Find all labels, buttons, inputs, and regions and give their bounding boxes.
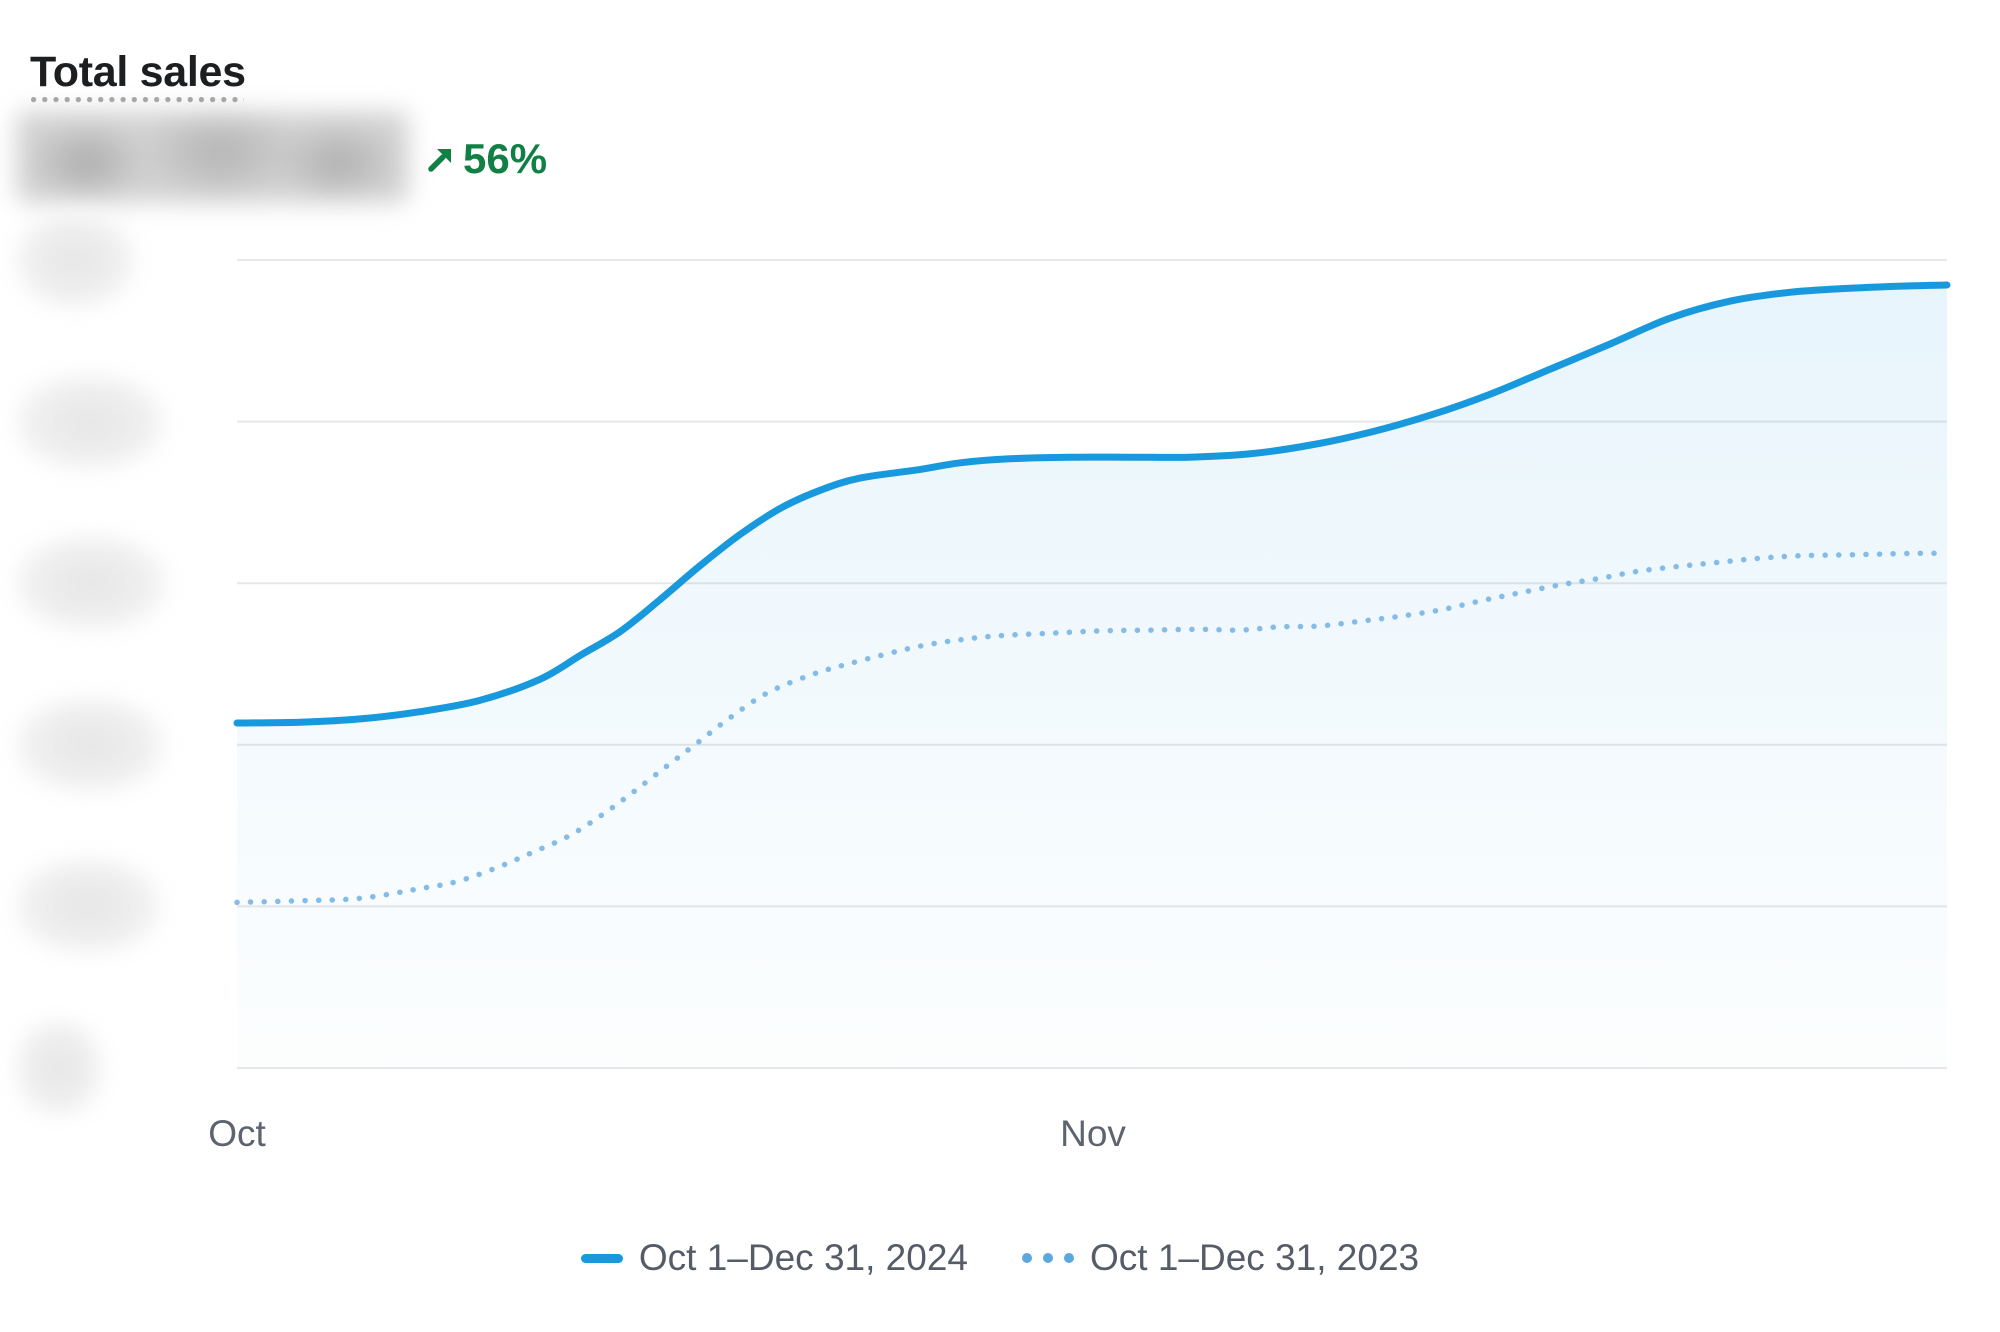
y-axis-label-redacted bbox=[15, 535, 167, 632]
y-axis-label-redacted bbox=[15, 696, 165, 793]
y-axis-label-redacted bbox=[15, 212, 135, 308]
line-2024-solid bbox=[233, 281, 1951, 727]
total-sales-line-chart[interactable] bbox=[233, 250, 1951, 1078]
legend-swatch-dotted bbox=[1022, 1253, 1074, 1263]
legend-label-2023: Oct 1–Dec 31, 2023 bbox=[1090, 1237, 1420, 1278]
x-axis-label-nov: Nov bbox=[1060, 1113, 1126, 1154]
change-badge: 56% bbox=[427, 138, 547, 180]
area-fill-2024 bbox=[237, 285, 1947, 1068]
legend-swatch-solid bbox=[580, 1253, 623, 1263]
y-axis-label-redacted bbox=[15, 373, 165, 470]
line-2023-dotted bbox=[234, 550, 1950, 906]
metric-value-redacted bbox=[16, 111, 409, 203]
y-axis-label-redacted bbox=[15, 858, 161, 955]
y-axis-label-redacted bbox=[15, 1020, 103, 1116]
legend-label-2024: Oct 1–Dec 31, 2024 bbox=[638, 1237, 968, 1278]
x-axis-label-oct: Oct bbox=[208, 1113, 266, 1154]
chart-legend: Oct 1–Dec 31, 2024 Oct 1–Dec 31, 2023 bbox=[0, 1237, 2000, 1279]
legend-item-2024: Oct 1–Dec 31, 2024 bbox=[580, 1237, 968, 1279]
trend-up-arrow-icon bbox=[427, 146, 454, 173]
legend-item-2023: Oct 1–Dec 31, 2023 bbox=[1022, 1237, 1419, 1279]
change-percent: 56% bbox=[463, 135, 548, 182]
title-dotted-underline bbox=[31, 97, 244, 103]
page-title[interactable]: Total sales bbox=[30, 48, 246, 96]
